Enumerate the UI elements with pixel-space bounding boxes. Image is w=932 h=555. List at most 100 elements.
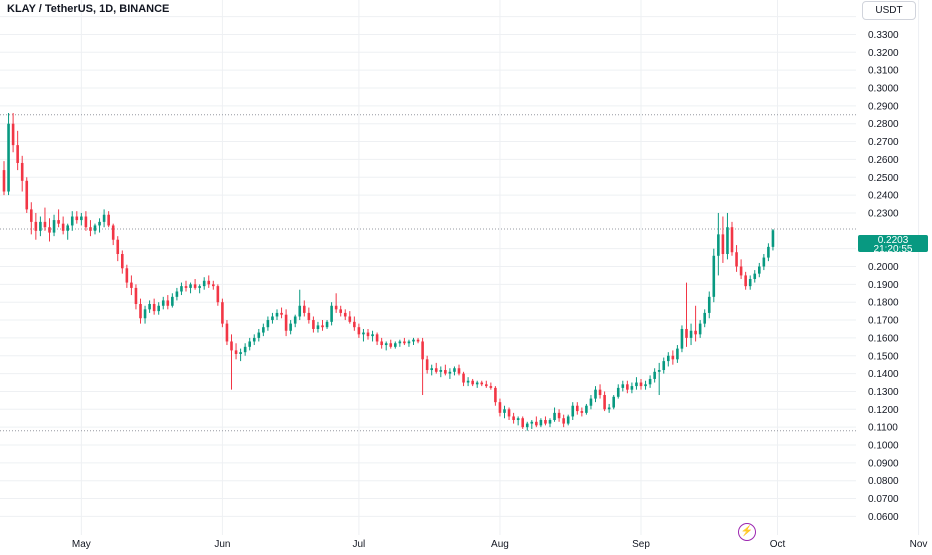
candle-body	[430, 368, 433, 371]
candle-body	[480, 382, 484, 385]
candle-body	[457, 368, 461, 374]
candle-body	[503, 409, 506, 413]
candle-body	[475, 382, 479, 385]
candle-body	[39, 221, 42, 231]
candle-body	[412, 339, 415, 342]
candle-body	[48, 227, 51, 233]
candle-body	[289, 323, 292, 331]
candle-body	[216, 286, 220, 303]
candle-body	[407, 341, 411, 344]
candle-body	[571, 405, 575, 417]
candle-body	[566, 416, 570, 424]
candle-body	[671, 355, 675, 360]
candle-body	[707, 296, 711, 313]
candle-body	[161, 300, 165, 306]
candle-body	[521, 418, 524, 428]
candle-body	[626, 384, 629, 390]
candle-body	[453, 368, 456, 372]
candle-body	[266, 320, 270, 328]
time-tick-label: Nov	[910, 539, 928, 550]
price-tick-label: 0.2700	[868, 137, 899, 148]
candle-body	[694, 330, 697, 335]
candle-body	[111, 225, 115, 240]
currency-selector[interactable]: USDT	[862, 1, 916, 20]
candle-body	[607, 407, 611, 410]
candle-body	[121, 254, 124, 269]
candle-body	[357, 327, 361, 335]
candle-body	[371, 334, 374, 337]
candle-body	[248, 341, 251, 347]
candle-body	[316, 325, 320, 329]
price-tick-label: 0.3200	[868, 48, 899, 59]
candle-body	[739, 266, 743, 276]
candle-body	[403, 341, 406, 344]
candle-body	[189, 284, 192, 288]
price-tick-label: 0.1400	[868, 369, 899, 380]
candle-body	[57, 220, 60, 224]
candle-body	[380, 341, 383, 346]
candle-body	[70, 216, 74, 226]
candle-body	[212, 284, 215, 287]
price-tick-label: 0.2300	[868, 208, 899, 219]
price-tick-label: 0.3300	[868, 30, 899, 41]
candle-body	[152, 303, 156, 312]
candle-body	[207, 280, 211, 285]
candle-body	[225, 323, 229, 342]
candle-body	[425, 359, 429, 371]
candle-body	[25, 180, 29, 210]
lightning-icon[interactable]: ⚡	[738, 523, 756, 541]
candle-body	[339, 309, 342, 313]
candles	[2, 112, 775, 431]
candle-body	[735, 252, 738, 267]
candle-body	[744, 275, 747, 287]
candle-body	[589, 398, 593, 406]
candle-body	[275, 312, 279, 317]
candle-body	[171, 296, 174, 306]
candle-body	[198, 286, 201, 288]
price-tick-label: 0.1800	[868, 298, 899, 309]
candle-body	[16, 145, 19, 163]
candle-body	[262, 327, 265, 333]
candle-body	[307, 312, 311, 321]
candle-body	[303, 305, 306, 313]
price-tick-label: 0.0800	[868, 476, 899, 487]
candle-body	[644, 384, 647, 387]
candle-body	[748, 278, 752, 287]
price-tick-label: 0.2500	[868, 173, 899, 184]
candle-body	[685, 328, 688, 338]
candle-body	[507, 409, 511, 417]
price-tick-label: 0.1500	[868, 351, 899, 362]
candle-body	[676, 348, 679, 360]
candle-body	[257, 332, 261, 338]
candle-body	[530, 421, 534, 424]
candle-body	[384, 343, 388, 346]
candle-body	[334, 305, 338, 310]
candle-body	[11, 123, 15, 146]
candle-body	[689, 330, 693, 338]
price-tick-label: 0.1100	[868, 423, 898, 434]
candle-body	[280, 312, 283, 315]
candle-body	[771, 230, 775, 247]
candle-body	[730, 227, 734, 253]
candle-body	[657, 370, 661, 372]
price-tick-label: 0.2000	[868, 262, 899, 273]
candle-body	[712, 255, 716, 297]
candle-body	[66, 225, 69, 231]
candle-body	[466, 380, 470, 383]
candle-body	[489, 386, 493, 388]
price-axis: 0.34000.33000.32000.31000.30000.29000.28…	[868, 12, 899, 523]
time-tick-label: Aug	[491, 539, 509, 550]
candle-body	[321, 325, 324, 328]
candle-body	[576, 405, 579, 412]
candle-body	[343, 312, 347, 317]
price-tick-label: 0.2600	[868, 155, 899, 166]
price-tick-label: 0.0700	[868, 494, 899, 505]
time-axis: MayJunJulAugSepOctNovDec2024	[72, 539, 928, 550]
candle-body	[703, 312, 706, 324]
candle-body	[143, 309, 147, 319]
time-tick-label: Sep	[632, 539, 650, 550]
candle-body	[80, 216, 83, 221]
price-tick-label: 0.2800	[868, 119, 899, 130]
